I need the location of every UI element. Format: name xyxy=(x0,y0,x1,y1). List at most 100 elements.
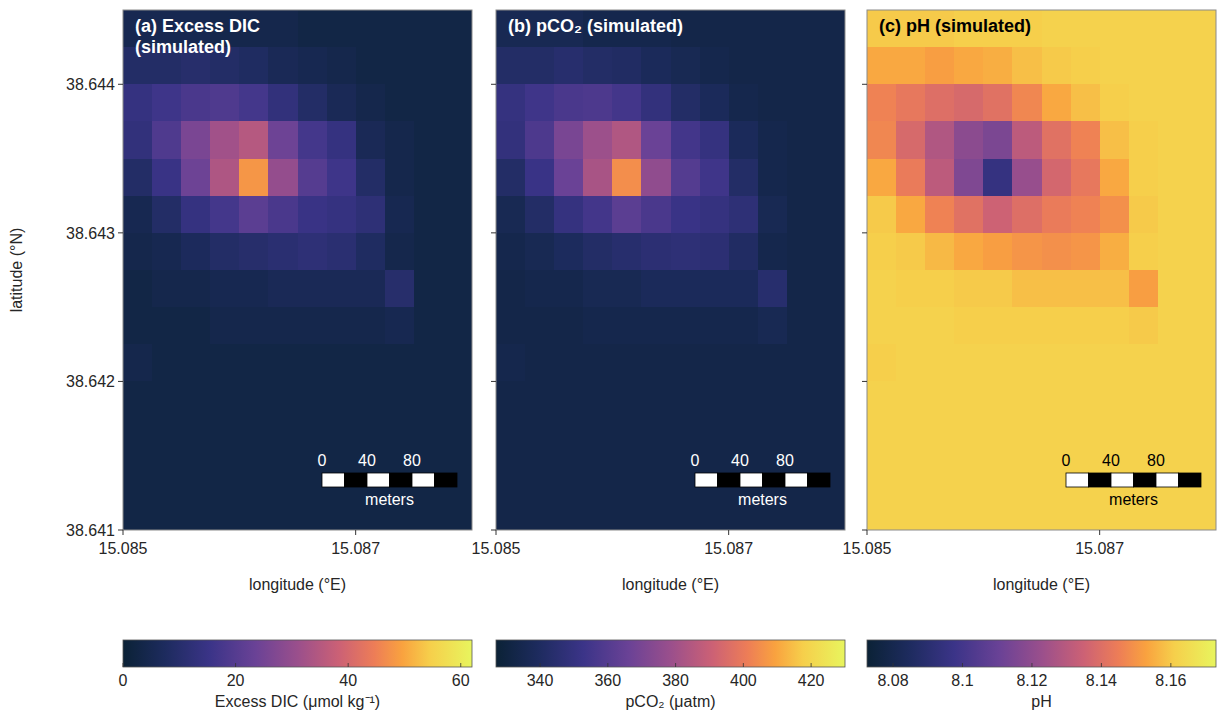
cell xyxy=(1042,159,1072,197)
cell xyxy=(525,233,555,271)
cell xyxy=(896,84,926,122)
cell xyxy=(583,84,613,122)
cell xyxy=(443,159,472,197)
cell xyxy=(867,233,897,271)
cell xyxy=(700,307,730,345)
cell xyxy=(554,233,584,271)
cell xyxy=(787,307,817,345)
colorbar-tick xyxy=(348,663,349,667)
cell xyxy=(1012,121,1042,159)
cell xyxy=(327,307,357,345)
cell xyxy=(525,456,555,494)
cell xyxy=(525,270,555,308)
cell xyxy=(867,493,897,530)
panel: 15.08515.08738.64138.64238.64338.644long… xyxy=(8,10,473,710)
scale-tick-label: 80 xyxy=(403,452,421,469)
cell xyxy=(1071,419,1101,457)
colorbar: 8.088.18.128.148.16pH xyxy=(867,640,1216,710)
cell xyxy=(298,419,328,457)
cell xyxy=(356,419,386,457)
scale-segment xyxy=(1111,473,1134,487)
cell xyxy=(1100,47,1130,85)
y-tick-label: 38.643 xyxy=(66,225,115,242)
cell xyxy=(210,493,240,530)
cell xyxy=(152,493,182,530)
colorbar-tick xyxy=(540,663,541,667)
cell xyxy=(758,270,788,308)
cell xyxy=(983,344,1013,382)
cell xyxy=(298,381,328,419)
cell xyxy=(867,84,897,122)
cell xyxy=(700,419,730,457)
cell xyxy=(983,270,1013,308)
cell xyxy=(554,493,584,530)
cell xyxy=(787,344,817,382)
cell xyxy=(700,10,730,48)
cell xyxy=(1012,159,1042,197)
cell xyxy=(1071,159,1101,197)
cell xyxy=(152,270,182,308)
cell xyxy=(1129,381,1159,419)
cell xyxy=(414,419,444,457)
cell xyxy=(925,159,955,197)
cell xyxy=(1071,493,1101,530)
y-tick xyxy=(862,232,867,233)
colorbar-tick-label: 8.1 xyxy=(951,672,973,689)
scale-tick-label: 80 xyxy=(1147,452,1165,469)
cell xyxy=(758,307,788,345)
cell xyxy=(385,419,415,457)
cell xyxy=(1012,381,1042,419)
scale-segment xyxy=(367,473,390,487)
cell xyxy=(954,307,984,345)
scale-tick-label: 0 xyxy=(318,452,327,469)
cell xyxy=(356,47,386,85)
x-tick-label: 15.087 xyxy=(331,540,380,557)
cell xyxy=(1042,381,1072,419)
cell xyxy=(356,196,386,234)
cell xyxy=(239,307,269,345)
scale-segment xyxy=(345,473,368,487)
cell xyxy=(443,270,472,308)
cell xyxy=(554,307,584,345)
cell xyxy=(239,456,269,494)
cell xyxy=(152,159,182,197)
y-tick xyxy=(118,232,123,233)
cell xyxy=(583,381,613,419)
cell xyxy=(729,344,759,382)
cell xyxy=(1187,84,1216,122)
cell xyxy=(925,307,955,345)
scale-segment xyxy=(435,473,458,487)
cell xyxy=(1129,47,1159,85)
cell xyxy=(1071,344,1101,382)
cell xyxy=(298,493,328,530)
cell xyxy=(641,344,671,382)
cell xyxy=(1042,307,1072,345)
colorbar-ramp xyxy=(123,640,472,667)
cell xyxy=(983,233,1013,271)
cell xyxy=(385,381,415,419)
cell xyxy=(1012,456,1042,494)
cell xyxy=(867,419,897,457)
cell xyxy=(816,196,845,234)
cell xyxy=(443,493,472,530)
cell xyxy=(181,381,211,419)
cell xyxy=(896,121,926,159)
cell xyxy=(327,159,357,197)
cell xyxy=(729,419,759,457)
cell xyxy=(1012,196,1042,234)
cell xyxy=(1071,121,1101,159)
cell xyxy=(1129,196,1159,234)
cell xyxy=(1158,419,1188,457)
cell xyxy=(1012,47,1042,85)
cell xyxy=(641,47,671,85)
title-line: (c) pH (simulated) xyxy=(879,16,1031,36)
cell xyxy=(356,233,386,271)
cell xyxy=(1129,419,1159,457)
cell xyxy=(443,47,472,85)
cell xyxy=(729,270,759,308)
cell xyxy=(641,233,671,271)
colorbar-tick xyxy=(675,663,676,667)
cell xyxy=(496,233,526,271)
cell xyxy=(239,159,269,197)
scale-segment xyxy=(1156,473,1179,487)
